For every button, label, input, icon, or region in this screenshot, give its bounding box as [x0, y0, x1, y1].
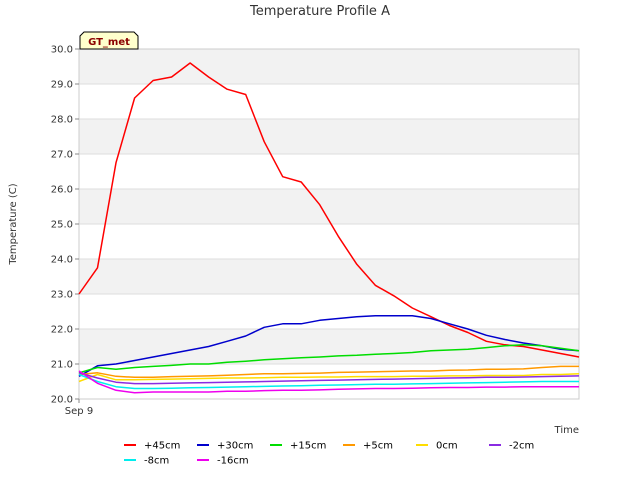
y-tick-label: 27.0	[51, 150, 73, 161]
y-tick-label: 29.0	[51, 80, 73, 91]
gt-met-badge: GT_met	[79, 31, 139, 50]
legend-label: +15cm	[290, 441, 326, 452]
y-axis-ticks: 20.0 21.0 22.0 23.0 24.0 25.0 26.0 27.0 28.0 29.0…	[51, 45, 80, 406]
y-tick-label: 20.0	[51, 395, 73, 406]
y-tick-label: 24.0	[51, 255, 73, 266]
y-tick-label: 26.0	[51, 185, 73, 196]
series-line-+15cm	[78, 344, 580, 374]
series-line--2cm	[78, 372, 580, 385]
background-bands	[79, 49, 579, 364]
legend-label: +45cm	[144, 441, 180, 452]
legend-label: -8cm	[144, 456, 169, 467]
band	[79, 49, 579, 84]
y-axis-title: Temperature (C)	[8, 183, 19, 265]
legend-label: -16cm	[217, 456, 249, 467]
legend: +45cm +30cm +15cm +5cm 0cm -2cm -8cm -16cm	[124, 441, 534, 467]
series-lines	[78, 62, 580, 394]
y-tick-label: 30.0	[51, 45, 73, 56]
x-axis-title: Time	[554, 425, 579, 436]
x-tick-label: Sep 9	[65, 406, 93, 417]
series-line-0cm	[78, 373, 580, 383]
legend-label: -2cm	[509, 441, 534, 452]
y-tick-label: 28.0	[51, 115, 73, 126]
band	[79, 189, 579, 224]
legend-label: +5cm	[363, 441, 393, 452]
band	[79, 259, 579, 294]
series-line--8cm	[78, 373, 579, 390]
legend-label: +30cm	[217, 441, 253, 452]
y-tick-label: 25.0	[51, 220, 73, 231]
series-line-+5cm	[78, 365, 579, 379]
chart-title: Temperature Profile A	[249, 4, 390, 19]
y-tick-label: 23.0	[51, 290, 73, 301]
series-line-+45cm	[78, 62, 580, 358]
badge-box	[79, 31, 139, 50]
series-line--16cm	[78, 370, 579, 394]
legend-label: 0cm	[436, 441, 458, 452]
series-line-+30cm	[78, 314, 580, 377]
y-tick-label: 21.0	[51, 360, 73, 371]
y-tick-label: 22.0	[51, 325, 73, 336]
band	[79, 119, 579, 154]
badge-label: GT_met	[88, 37, 130, 48]
